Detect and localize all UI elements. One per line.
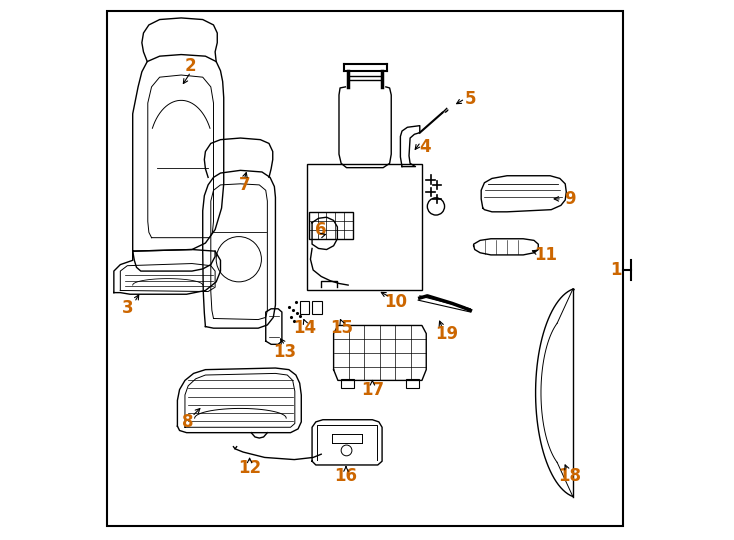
Text: 18: 18 xyxy=(558,467,581,485)
Text: 13: 13 xyxy=(274,343,297,361)
Bar xyxy=(299,301,309,314)
Text: 14: 14 xyxy=(294,319,316,337)
Text: 3: 3 xyxy=(122,299,133,316)
Text: 19: 19 xyxy=(435,325,458,342)
Text: 1: 1 xyxy=(610,261,622,279)
Text: 6: 6 xyxy=(316,221,327,239)
Bar xyxy=(407,379,419,388)
Text: 8: 8 xyxy=(183,413,194,431)
Text: 5: 5 xyxy=(465,90,476,107)
Text: 11: 11 xyxy=(534,246,557,264)
Text: 9: 9 xyxy=(564,190,575,208)
Bar xyxy=(309,212,353,239)
Text: 17: 17 xyxy=(361,381,384,399)
Text: 2: 2 xyxy=(185,57,197,76)
Bar xyxy=(307,164,423,291)
Text: 16: 16 xyxy=(335,467,357,485)
Bar xyxy=(341,379,354,388)
Text: 15: 15 xyxy=(330,319,353,337)
Text: 4: 4 xyxy=(419,138,431,156)
Bar xyxy=(312,301,321,314)
Text: 7: 7 xyxy=(239,176,250,194)
Text: 10: 10 xyxy=(385,293,407,312)
Text: 12: 12 xyxy=(238,459,261,477)
